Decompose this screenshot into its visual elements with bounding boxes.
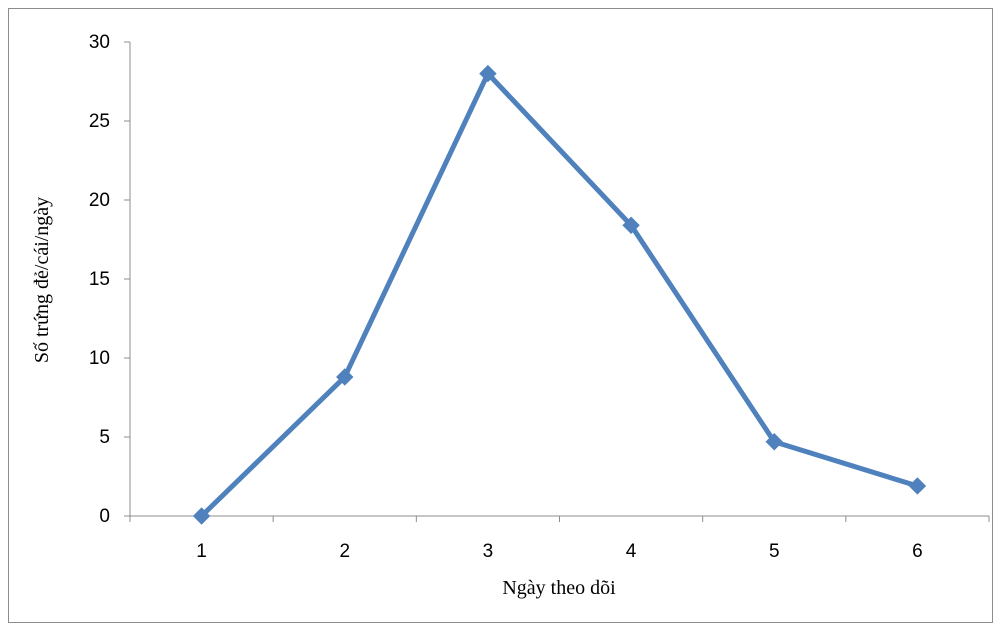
y-tick-label: 20 bbox=[89, 190, 110, 211]
axes bbox=[129, 42, 989, 517]
x-tick-label: 4 bbox=[626, 541, 637, 562]
y-tick-label: 15 bbox=[89, 269, 110, 290]
data-point-marker bbox=[622, 216, 640, 234]
data-point-marker bbox=[765, 433, 783, 451]
x-axis-title: Ngày theo dõi bbox=[502, 577, 616, 599]
y-axis-title: Số trứng đẻ/cái/ngày bbox=[31, 197, 53, 363]
chart-frame bbox=[8, 8, 993, 623]
y-tick-label: 30 bbox=[89, 32, 110, 53]
x-tick-label: 6 bbox=[912, 541, 923, 562]
y-tick-label: 5 bbox=[99, 427, 110, 448]
y-axis-ticks: 0 5 10 15 20 25 30 bbox=[89, 32, 130, 527]
y-tick-label: 10 bbox=[89, 348, 110, 369]
y-tick-label: 0 bbox=[99, 506, 110, 527]
data-point-marker bbox=[908, 477, 927, 495]
x-tick-label: 1 bbox=[196, 541, 207, 562]
x-axis-ticks: 1 2 3 4 5 6 bbox=[129, 516, 990, 562]
data-point-marker bbox=[192, 507, 211, 525]
y-tick-label: 25 bbox=[89, 111, 110, 132]
data-point-marker bbox=[336, 368, 354, 386]
series-layer bbox=[192, 64, 927, 525]
data-point-marker bbox=[479, 64, 497, 83]
series-line bbox=[199, 71, 920, 519]
x-tick-label: 2 bbox=[339, 541, 350, 562]
x-tick-label: 5 bbox=[769, 541, 780, 562]
x-tick-label: 3 bbox=[483, 541, 494, 562]
